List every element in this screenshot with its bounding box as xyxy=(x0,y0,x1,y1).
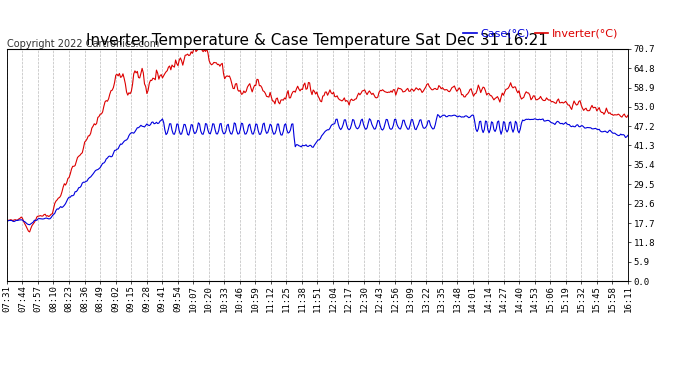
Text: Copyright 2022 Cartronics.com: Copyright 2022 Cartronics.com xyxy=(7,39,159,50)
Legend: Case(°C), Inverter(°C): Case(°C), Inverter(°C) xyxy=(459,24,622,43)
Title: Inverter Temperature & Case Temperature Sat Dec 31 16:21: Inverter Temperature & Case Temperature … xyxy=(86,33,549,48)
